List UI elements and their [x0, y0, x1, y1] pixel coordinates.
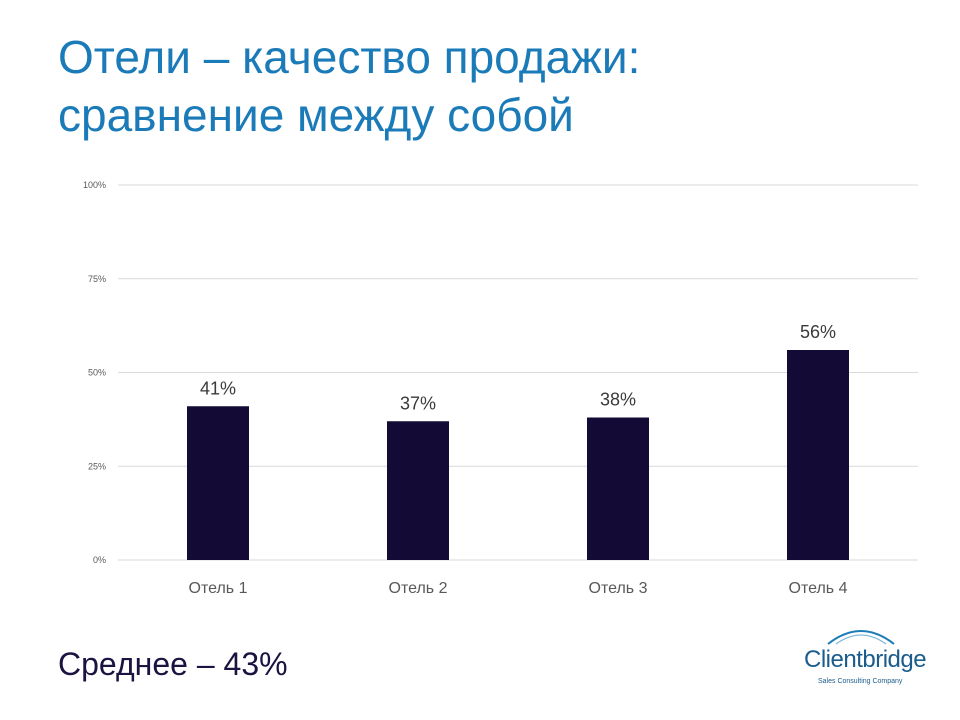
- x-tick-label: Отель 3: [589, 580, 648, 597]
- logo-name: Clientbridge: [804, 646, 927, 673]
- data-label: 56%: [800, 322, 836, 342]
- data-label: 37%: [400, 393, 436, 413]
- bar-chart: 0% 25% 50% 75% 100% 41% Отель 1 37% Отель 2 38% От…: [83, 180, 918, 597]
- bar: [187, 406, 249, 560]
- y-tick-label: 75%: [88, 274, 106, 284]
- slide-title-line-1: Отели – качество продажи:: [58, 31, 641, 83]
- y-tick-label: 100%: [83, 180, 106, 190]
- average-value: Среднее – 43%: [58, 646, 288, 682]
- logo-arc-icon: [827, 630, 895, 645]
- bar: [787, 350, 849, 560]
- company-logo: Clientbridge Sales Consulting Company: [790, 620, 930, 700]
- data-label: 41%: [200, 378, 236, 398]
- slide-title-line-2: сравнение между собой: [58, 89, 574, 141]
- x-tick-label: Отель 2: [389, 580, 448, 597]
- slide-title: Отели – качество продажи: сравнение межд…: [58, 28, 918, 144]
- x-tick-label: Отель 4: [789, 580, 848, 597]
- bar: [387, 421, 449, 560]
- x-tick-label: Отель 1: [189, 580, 248, 597]
- y-tick-label: 25%: [88, 461, 106, 471]
- y-tick-label: 50%: [88, 368, 106, 378]
- data-label: 38%: [600, 390, 636, 410]
- y-tick-label: 0%: [93, 555, 106, 565]
- bar: [587, 417, 649, 560]
- logo-tagline: Sales Consulting Company: [818, 678, 903, 685]
